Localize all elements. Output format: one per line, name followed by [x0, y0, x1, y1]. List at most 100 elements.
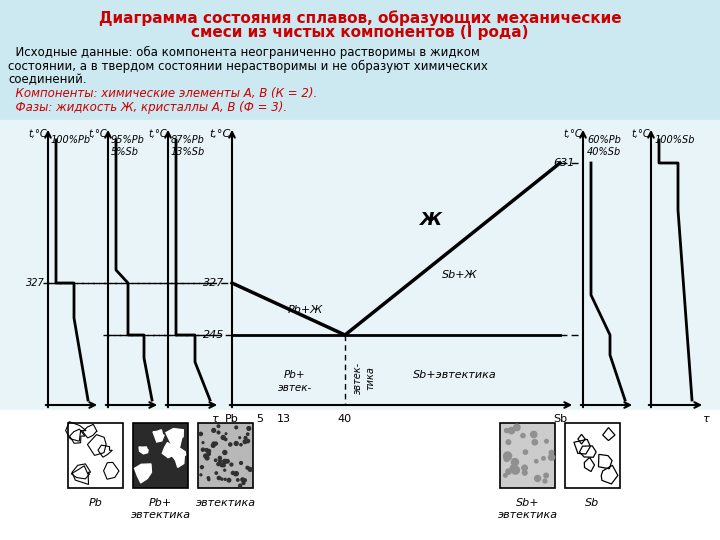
Text: эвтек-: эвтек-	[353, 362, 363, 394]
Circle shape	[543, 479, 547, 483]
Text: 631: 631	[554, 158, 575, 168]
Circle shape	[246, 466, 249, 469]
Circle shape	[511, 466, 519, 474]
Circle shape	[226, 460, 229, 463]
Text: Sb: Sb	[553, 414, 567, 424]
Text: 245: 245	[202, 330, 224, 340]
Circle shape	[219, 460, 222, 462]
Text: Sb+эвтектика: Sb+эвтектика	[413, 370, 497, 380]
Text: τ: τ	[701, 414, 708, 424]
Circle shape	[235, 471, 238, 476]
Circle shape	[510, 465, 514, 469]
Polygon shape	[139, 447, 148, 454]
Text: Pb: Pb	[225, 414, 239, 424]
Circle shape	[222, 460, 227, 463]
Circle shape	[244, 436, 247, 439]
Text: Pb+: Pb+	[284, 370, 306, 380]
Circle shape	[200, 465, 203, 469]
Circle shape	[224, 469, 225, 471]
Text: состоянии, а в твердом состоянии нерастворимы и не образуют химических: состоянии, а в твердом состоянии нераств…	[8, 59, 488, 72]
Text: 60%Pb: 60%Pb	[587, 135, 621, 145]
Circle shape	[215, 459, 217, 462]
Circle shape	[532, 440, 538, 445]
Circle shape	[207, 451, 209, 453]
Text: 5%Sb: 5%Sb	[111, 147, 139, 157]
Circle shape	[508, 428, 515, 434]
Circle shape	[506, 469, 511, 474]
Text: 100%Sb: 100%Sb	[655, 135, 696, 145]
Circle shape	[212, 429, 215, 433]
Circle shape	[549, 450, 554, 455]
Circle shape	[204, 454, 207, 458]
Text: 13: 13	[277, 414, 291, 424]
Text: эвтек-: эвтек-	[278, 383, 312, 393]
Circle shape	[231, 471, 235, 475]
Circle shape	[535, 460, 538, 463]
Circle shape	[239, 437, 240, 438]
Circle shape	[221, 436, 225, 440]
Circle shape	[218, 456, 222, 460]
Circle shape	[224, 478, 226, 481]
Circle shape	[221, 478, 223, 480]
Bar	[0, 120, 720, 415]
Text: Исходные данные: оба компонента неограниченно растворимы в жидком: Исходные данные: оба компонента неограни…	[8, 45, 480, 58]
Circle shape	[544, 473, 549, 478]
Text: соединений.: соединений.	[8, 73, 86, 86]
Circle shape	[207, 452, 210, 455]
Circle shape	[242, 482, 245, 484]
Text: 13%Sb: 13%Sb	[171, 147, 205, 157]
Circle shape	[224, 460, 228, 463]
Circle shape	[228, 478, 230, 482]
Circle shape	[248, 468, 252, 471]
Text: t,°C: t,°C	[89, 129, 107, 139]
Circle shape	[246, 440, 250, 443]
Circle shape	[506, 440, 510, 444]
Text: смеси из чистых компонентов (I рода): смеси из чистых компонентов (I рода)	[192, 25, 528, 40]
Circle shape	[215, 442, 217, 445]
Text: 95%Pb: 95%Pb	[111, 135, 145, 145]
Circle shape	[217, 431, 220, 434]
Circle shape	[523, 450, 528, 454]
Text: t,°C: t,°C	[210, 129, 230, 139]
Text: тика: тика	[365, 366, 375, 390]
Circle shape	[235, 426, 238, 429]
Text: Sb: Sb	[585, 498, 600, 508]
Polygon shape	[135, 464, 151, 483]
Circle shape	[238, 484, 242, 487]
Circle shape	[237, 479, 239, 481]
Text: Фазы: жидкость Ж, кристаллы А, В (Ф = 3).: Фазы: жидкость Ж, кристаллы А, В (Ф = 3)…	[8, 102, 287, 114]
Text: Sb+: Sb+	[516, 498, 539, 508]
Circle shape	[234, 442, 238, 446]
Circle shape	[243, 479, 246, 482]
Circle shape	[212, 443, 215, 447]
Circle shape	[504, 456, 510, 462]
Circle shape	[505, 428, 509, 433]
Circle shape	[208, 478, 210, 481]
Circle shape	[240, 462, 243, 464]
Circle shape	[200, 474, 202, 476]
Text: Компоненты: химические элементы А, В (К = 2).: Компоненты: химические элементы А, В (К …	[8, 87, 318, 100]
Circle shape	[531, 431, 537, 437]
Circle shape	[241, 478, 244, 481]
Polygon shape	[168, 446, 186, 468]
Circle shape	[549, 454, 554, 460]
Text: 100%Pb: 100%Pb	[51, 135, 91, 145]
Circle shape	[504, 452, 512, 460]
Text: 327: 327	[202, 278, 224, 288]
Circle shape	[246, 433, 249, 435]
Circle shape	[223, 450, 227, 455]
Text: эвтектика: эвтектика	[498, 510, 557, 520]
Circle shape	[230, 463, 233, 466]
Circle shape	[229, 443, 232, 446]
Bar	[0, 410, 720, 540]
Circle shape	[217, 463, 220, 465]
Circle shape	[217, 476, 220, 480]
Polygon shape	[162, 443, 176, 458]
Text: t,°C: t,°C	[564, 129, 582, 139]
Circle shape	[225, 438, 227, 441]
Circle shape	[513, 424, 520, 430]
Circle shape	[521, 434, 525, 438]
Circle shape	[225, 433, 227, 435]
Text: t,°C: t,°C	[29, 129, 48, 139]
Circle shape	[220, 463, 224, 467]
